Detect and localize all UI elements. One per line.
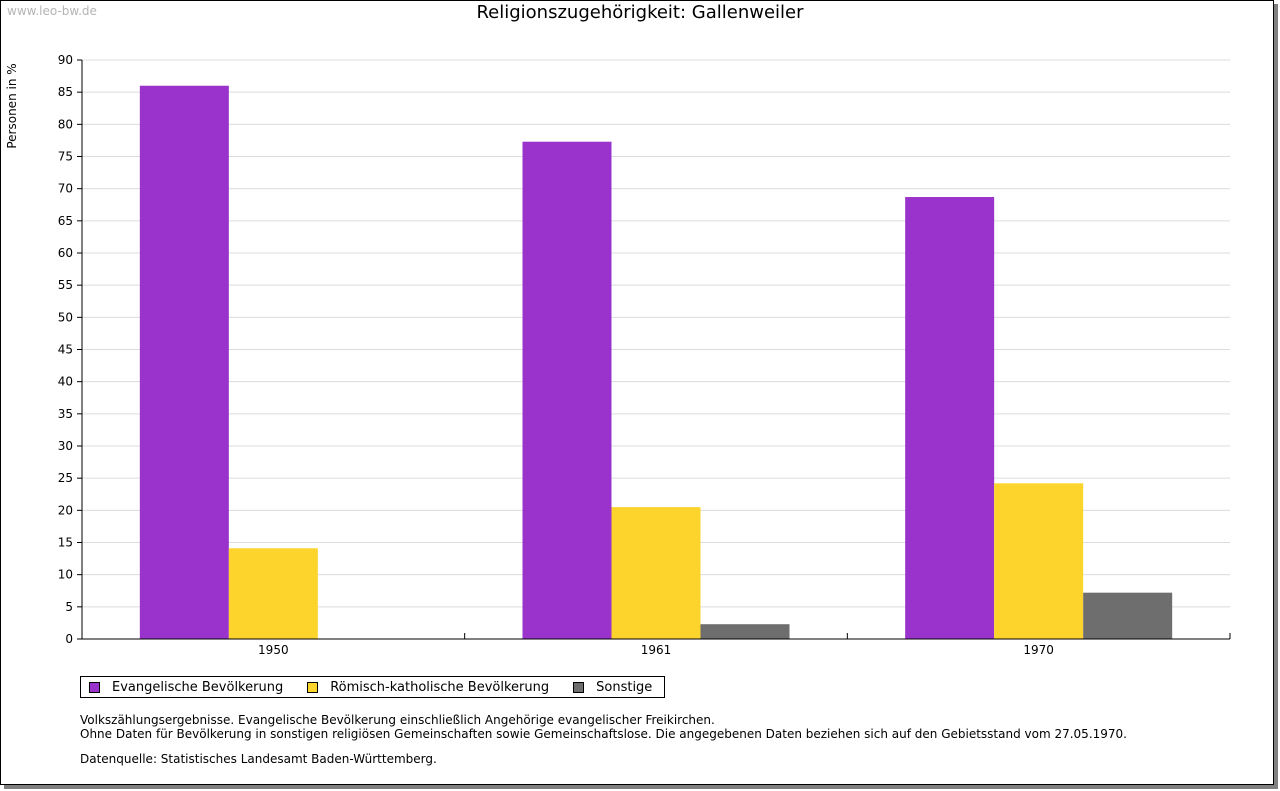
axes bbox=[81, 60, 1230, 640]
y-tick-label: 40 bbox=[58, 375, 73, 389]
bar bbox=[700, 624, 790, 639]
bar bbox=[905, 197, 995, 639]
y-tick-label: 50 bbox=[58, 310, 73, 324]
legend-swatch-evangelisch bbox=[89, 681, 100, 693]
y-tick-label: 55 bbox=[58, 278, 73, 292]
note-line: Volkszählungsergebnisse. Evangelische Be… bbox=[80, 713, 715, 727]
x-tick-label: 1961 bbox=[641, 643, 672, 657]
legend-label-sonstige: Sonstige bbox=[596, 679, 653, 695]
notes: Volkszählungsergebnisse. Evangelische Be… bbox=[80, 713, 1127, 741]
data-source: Datenquelle: Statistisches Landesamt Bad… bbox=[80, 752, 437, 766]
bar bbox=[994, 483, 1084, 639]
y-tick-label: 65 bbox=[58, 214, 73, 228]
y-tick-label: 85 bbox=[58, 85, 73, 99]
note-line: Ohne Daten für Bevölkerung in sonstigen … bbox=[80, 727, 1127, 741]
bar-chart: 0 5 10 15 20 25 30 35 40 45 50 55 60 65 70 75 80 85 90 195… bbox=[5, 53, 1231, 657]
y-tick-label: 35 bbox=[58, 407, 73, 421]
watermark: www.leo-bw.de bbox=[7, 4, 97, 18]
legend-swatch-katholisch bbox=[307, 681, 319, 693]
bar bbox=[1083, 592, 1173, 639]
legend-item-sonstige: Sonstige bbox=[573, 680, 652, 695]
bar bbox=[611, 507, 701, 639]
bar bbox=[228, 548, 318, 639]
legend: Evangelische Bevölkerung Römisch-katholi… bbox=[80, 676, 666, 698]
y-tick-label: 20 bbox=[58, 503, 73, 517]
bar bbox=[139, 85, 229, 639]
legend-swatch-sonstige bbox=[573, 681, 585, 693]
y-tick-label: 10 bbox=[58, 568, 73, 582]
y-tick-label: 70 bbox=[58, 182, 73, 196]
legend-label-evangelisch: Evangelische Bevölkerung bbox=[112, 679, 284, 695]
y-tick-label: 75 bbox=[58, 150, 73, 164]
x-tick-label: 1950 bbox=[258, 643, 289, 657]
y-axis-ticks: 0 5 10 15 20 25 30 35 40 45 50 55 60 65 70 75 80 85 90 bbox=[58, 53, 82, 646]
y-tick-label: 0 bbox=[65, 632, 73, 646]
bars bbox=[139, 85, 1173, 639]
legend-item-katholisch: Römisch-katholische Bevölkerung bbox=[307, 680, 549, 695]
y-axis-label: Personen in % bbox=[5, 63, 19, 148]
y-tick-label: 30 bbox=[58, 439, 73, 453]
y-tick-label: 80 bbox=[58, 117, 73, 131]
bar bbox=[522, 141, 612, 639]
y-tick-label: 60 bbox=[58, 246, 73, 260]
y-tick-label: 90 bbox=[58, 53, 73, 67]
chart-title: Religionszugehörigkeit: Gallenweiler bbox=[476, 2, 804, 23]
y-tick-label: 15 bbox=[58, 536, 73, 550]
x-axis-ticks: 1950 1961 1970 bbox=[258, 633, 1231, 657]
x-tick-label: 1970 bbox=[1023, 643, 1054, 657]
y-tick-label: 5 bbox=[65, 600, 73, 614]
y-tick-label: 45 bbox=[58, 343, 73, 357]
legend-label-katholisch: Römisch-katholische Bevölkerung bbox=[330, 679, 550, 695]
y-tick-label: 25 bbox=[58, 471, 73, 485]
legend-item-evangelisch: Evangelische Bevölkerung bbox=[89, 680, 283, 695]
